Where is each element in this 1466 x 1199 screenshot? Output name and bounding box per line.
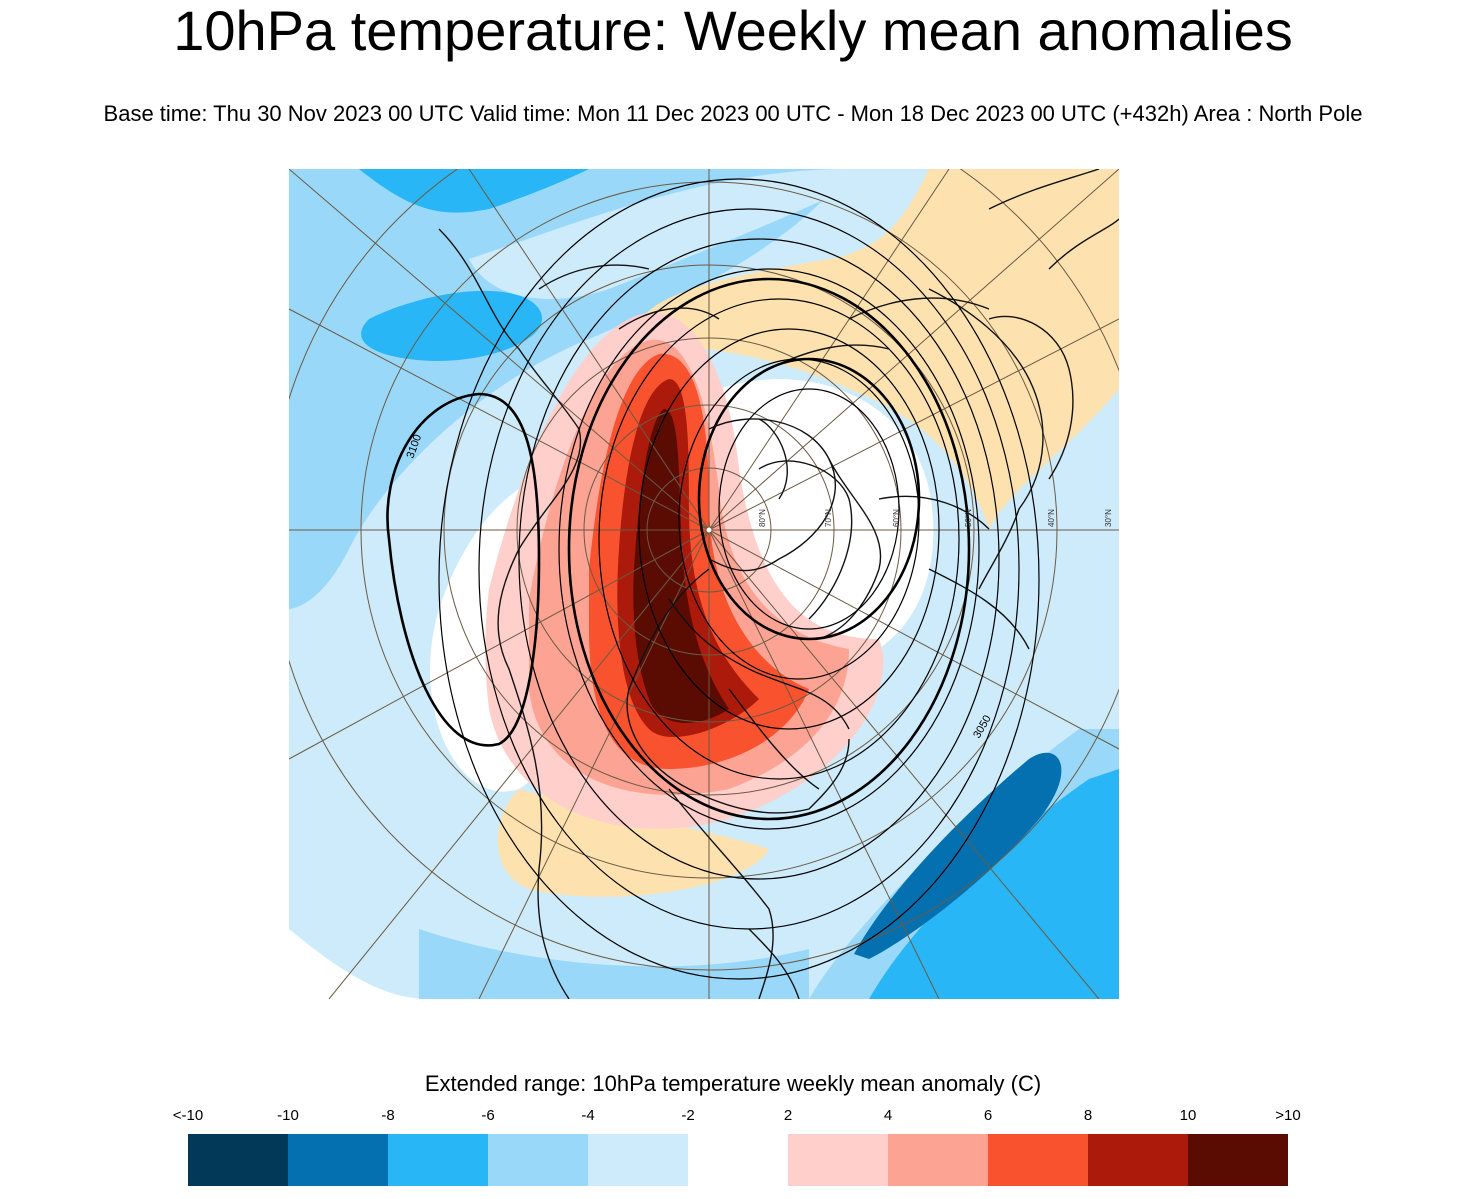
north-pole-marker bbox=[705, 526, 713, 534]
color-legend: <-10 -10 -8 -6 -4 -2 2 4 6 8 10 >10 bbox=[173, 1106, 1301, 1190]
legend-tick: -8 bbox=[381, 1107, 395, 1124]
legend-tick: -6 bbox=[481, 1107, 495, 1124]
legend-swatch bbox=[1188, 1134, 1288, 1186]
lat-label-80: 80°N bbox=[758, 509, 767, 527]
legend-tick: >10 bbox=[1275, 1107, 1301, 1124]
legend-tick: 4 bbox=[883, 1107, 893, 1124]
legend-tick: 10 bbox=[1179, 1107, 1197, 1124]
legend-swatch bbox=[188, 1134, 288, 1186]
legend-swatch bbox=[988, 1134, 1088, 1186]
warm-anomaly-gt10 bbox=[633, 409, 729, 723]
legend-tick: 8 bbox=[1083, 1107, 1093, 1124]
legend-swatch bbox=[588, 1134, 688, 1186]
chart-subtitle: Base time: Thu 30 Nov 2023 00 UTC Valid … bbox=[103, 101, 1363, 126]
outside-projection bbox=[289, 929, 429, 999]
lat-label-60: 60°N bbox=[892, 509, 901, 527]
legend-title: Extended range: 10hPa temperature weekly… bbox=[424, 1071, 1042, 1096]
legend-tick: <-10 bbox=[172, 1107, 204, 1124]
legend-tick: -10 bbox=[277, 1107, 299, 1124]
legend-tick: 6 bbox=[983, 1107, 993, 1124]
legend-swatch bbox=[388, 1134, 488, 1186]
latitude-labels: 80°N 70°N 60°N 50°N 40°N 30°N bbox=[758, 509, 1113, 527]
legend-tick: 2 bbox=[783, 1107, 793, 1124]
legend-swatch bbox=[488, 1134, 588, 1186]
cold-anomaly-south bbox=[419, 929, 809, 999]
cold-anomaly-atlantic-core bbox=[869, 769, 1119, 999]
legend-swatch bbox=[888, 1134, 988, 1186]
lat-label-70: 70°N bbox=[824, 509, 833, 527]
height-contours bbox=[438, 178, 1040, 980]
warm-anomaly-weak bbox=[636, 169, 1119, 529]
height-contours-bold bbox=[386, 277, 971, 821]
legend-tick: -2 bbox=[681, 1107, 695, 1124]
polar-map: 3100 3050 80°N 70°N 60°N 50°N 40°N 30°N bbox=[289, 169, 1119, 999]
cold-anomaly-atlantic-deep bbox=[854, 752, 1062, 959]
legend-swatch bbox=[688, 1134, 788, 1186]
chart-title: 10hPa temperature: Weekly mean anomalies bbox=[173, 0, 1293, 62]
lat-label-40: 40°N bbox=[1047, 509, 1056, 527]
legend-tick: -4 bbox=[581, 1107, 595, 1124]
lat-label-50: 50°N bbox=[964, 509, 973, 527]
lat-label-30: 30°N bbox=[1104, 509, 1113, 527]
cold-anomaly-arctic-strip bbox=[469, 169, 889, 299]
legend-swatch bbox=[788, 1134, 888, 1186]
legend-swatch bbox=[288, 1134, 388, 1186]
legend-swatch bbox=[1088, 1134, 1188, 1186]
